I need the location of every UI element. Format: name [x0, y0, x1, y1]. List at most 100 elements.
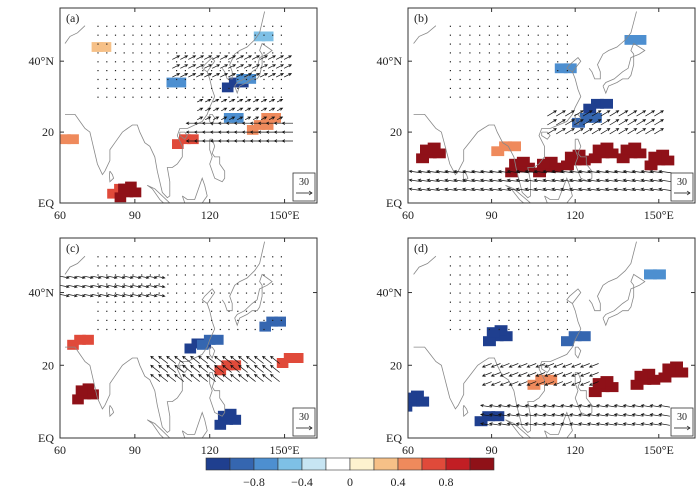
panel-frame-c: [59, 237, 318, 439]
wind-vector: [636, 110, 647, 117]
wind-dot: [141, 34, 143, 36]
shading-cell: [577, 155, 591, 166]
shading-cell: [174, 77, 187, 88]
wind-vector: [526, 363, 537, 368]
wind-dot: [237, 319, 239, 321]
wind-dot: [566, 70, 568, 72]
wind-dot: [114, 78, 117, 81]
wind-dot: [518, 319, 520, 321]
shading-cell: [549, 162, 563, 173]
wind-dot: [280, 256, 282, 258]
wind-vector: [560, 413, 572, 417]
wind-dot: [158, 328, 160, 331]
wind-dot: [237, 78, 239, 81]
shading-cell: [427, 142, 441, 153]
lon-tick-label: 150°E: [644, 208, 674, 222]
wind-vector: [490, 372, 501, 377]
wind-vector: [547, 119, 557, 126]
shading-cell: [568, 331, 582, 342]
wind-dot: [211, 52, 213, 54]
wind-vector: [172, 55, 181, 60]
wind-vector: [461, 169, 476, 174]
wind-vector: [417, 169, 431, 174]
wind-dot: [114, 265, 117, 267]
wind-dot: [488, 96, 490, 98]
wind-vector: [658, 404, 670, 408]
wind-dot: [202, 34, 204, 36]
wind-vector: [188, 55, 197, 60]
wind-vector: [182, 355, 192, 364]
wind-dot: [211, 43, 213, 45]
wind-vector: [535, 372, 546, 377]
wind-vector: [658, 187, 672, 191]
wind-vector: [542, 404, 555, 408]
wind-dot: [176, 283, 178, 285]
shading-cell: [221, 360, 233, 371]
wind-vector: [627, 119, 638, 126]
wind-vector: [268, 116, 276, 121]
wind-vector: [645, 128, 656, 135]
wind-vector: [573, 119, 584, 126]
lon-tick-label: 150°E: [269, 443, 299, 457]
wind-dot: [141, 96, 143, 98]
wind-dot: [228, 328, 230, 331]
wind-vector: [499, 363, 510, 368]
wind-dot: [167, 274, 169, 276]
wind-dot: [245, 256, 248, 258]
wind-vector: [269, 364, 280, 373]
wind-dot: [97, 78, 99, 81]
wind-dot: [211, 310, 213, 312]
wind-dot: [211, 25, 213, 27]
colorbar-cell: [205, 457, 231, 471]
wind-vector: [237, 116, 244, 121]
wind-vector: [631, 404, 644, 408]
wind-dot: [537, 70, 539, 72]
wind-dot: [263, 96, 265, 98]
wind-dot: [149, 70, 151, 72]
wind-vector: [490, 381, 501, 386]
wind-vector: [631, 422, 644, 426]
wind-dot: [149, 310, 151, 312]
wind-dot: [272, 87, 274, 89]
map-panel-b: (b) 60 90 120 150°E EQ 20 40°N 30: [377, 7, 696, 222]
wind-vector: [618, 128, 629, 135]
wind-dot: [219, 292, 221, 294]
wind-dot: [167, 52, 169, 54]
wind-dot: [176, 301, 178, 303]
wind-dot: [114, 34, 117, 36]
wind-dot: [228, 43, 230, 45]
reference-vector-arrow: [674, 190, 691, 196]
wind-dot: [498, 61, 500, 63]
wind-vector: [622, 422, 635, 426]
wind-vector: [83, 284, 94, 289]
wind-dot: [237, 61, 239, 63]
wind-vector: [150, 355, 161, 364]
wind-vector: [206, 373, 216, 382]
wind-dot: [518, 52, 520, 54]
wind-vector: [172, 64, 181, 69]
wind-dot: [518, 301, 520, 303]
wind-vector: [267, 55, 277, 60]
wind-dot: [537, 43, 539, 45]
colorbar-tick-label: −0.8: [243, 475, 265, 489]
wind-vector: [131, 294, 142, 298]
wind-vector: [190, 373, 200, 382]
shading-cell: [535, 374, 549, 385]
wind-dot: [566, 34, 568, 36]
wind-vector: [497, 169, 512, 174]
wind-dot: [263, 274, 265, 276]
wind-vector: [499, 381, 510, 386]
wind-dot: [132, 265, 134, 267]
wind-dot: [254, 283, 256, 285]
wind-dot: [202, 256, 204, 258]
wind-dot: [508, 70, 510, 72]
wind-dot: [459, 78, 461, 81]
wind-dot: [149, 52, 151, 54]
wind-dot: [228, 70, 230, 72]
wind-dot: [237, 43, 239, 45]
wind-vector: [267, 64, 277, 69]
wind-vector: [533, 422, 546, 426]
coastline: [108, 170, 115, 183]
wind-dot: [141, 265, 143, 267]
wind-dot: [263, 301, 265, 303]
